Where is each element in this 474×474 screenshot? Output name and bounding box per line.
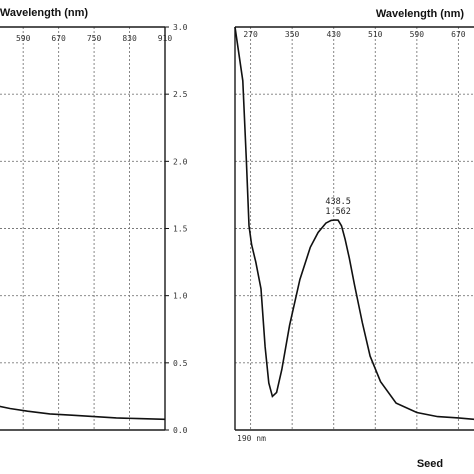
corner-wavelength-label: 190 nm <box>237 434 266 443</box>
peak-absorbance-label: 1.562 <box>325 207 351 217</box>
y-tick-label: 1.5 <box>173 225 188 234</box>
y-tick-label: 0.5 <box>173 359 188 368</box>
chart-right: 270 350 430 510 590 670 Wavelength (nm) Seed 190… <box>234 8 474 470</box>
x-tick-label: 750 <box>87 34 102 43</box>
y-tick-label: 0.0 <box>173 426 188 435</box>
y-tick-label: 2.5 <box>173 90 188 99</box>
x-tick-label: 350 <box>285 30 300 39</box>
y-tick-label: 1.0 <box>173 292 188 301</box>
x-tick-label: 430 <box>326 30 341 39</box>
x-tick-label: 670 <box>451 30 466 39</box>
x-tick-label: 590 <box>410 30 425 39</box>
x-axis-label: Wavelength (nm) <box>376 8 465 20</box>
chart-subtitle: Seed <box>417 458 443 470</box>
series-line <box>0 405 166 421</box>
x-tick-label: 270 <box>243 30 258 39</box>
y-tick-label: 2.0 <box>173 157 188 166</box>
series-line <box>234 26 474 421</box>
x-tick-label: 670 <box>51 34 66 43</box>
x-axis-label: Wavelength (nm) <box>0 7 88 19</box>
chart-left: 0.00.51.01.52.02.53.0590670750830910Wave… <box>0 7 188 435</box>
x-tick-label: 590 <box>16 34 31 43</box>
y-tick-label: 3.0 <box>173 23 188 32</box>
x-tick-label: 510 <box>368 30 383 39</box>
x-tick-label: 830 <box>122 34 137 43</box>
peak-wavelength-label: 438.5 <box>325 197 351 207</box>
